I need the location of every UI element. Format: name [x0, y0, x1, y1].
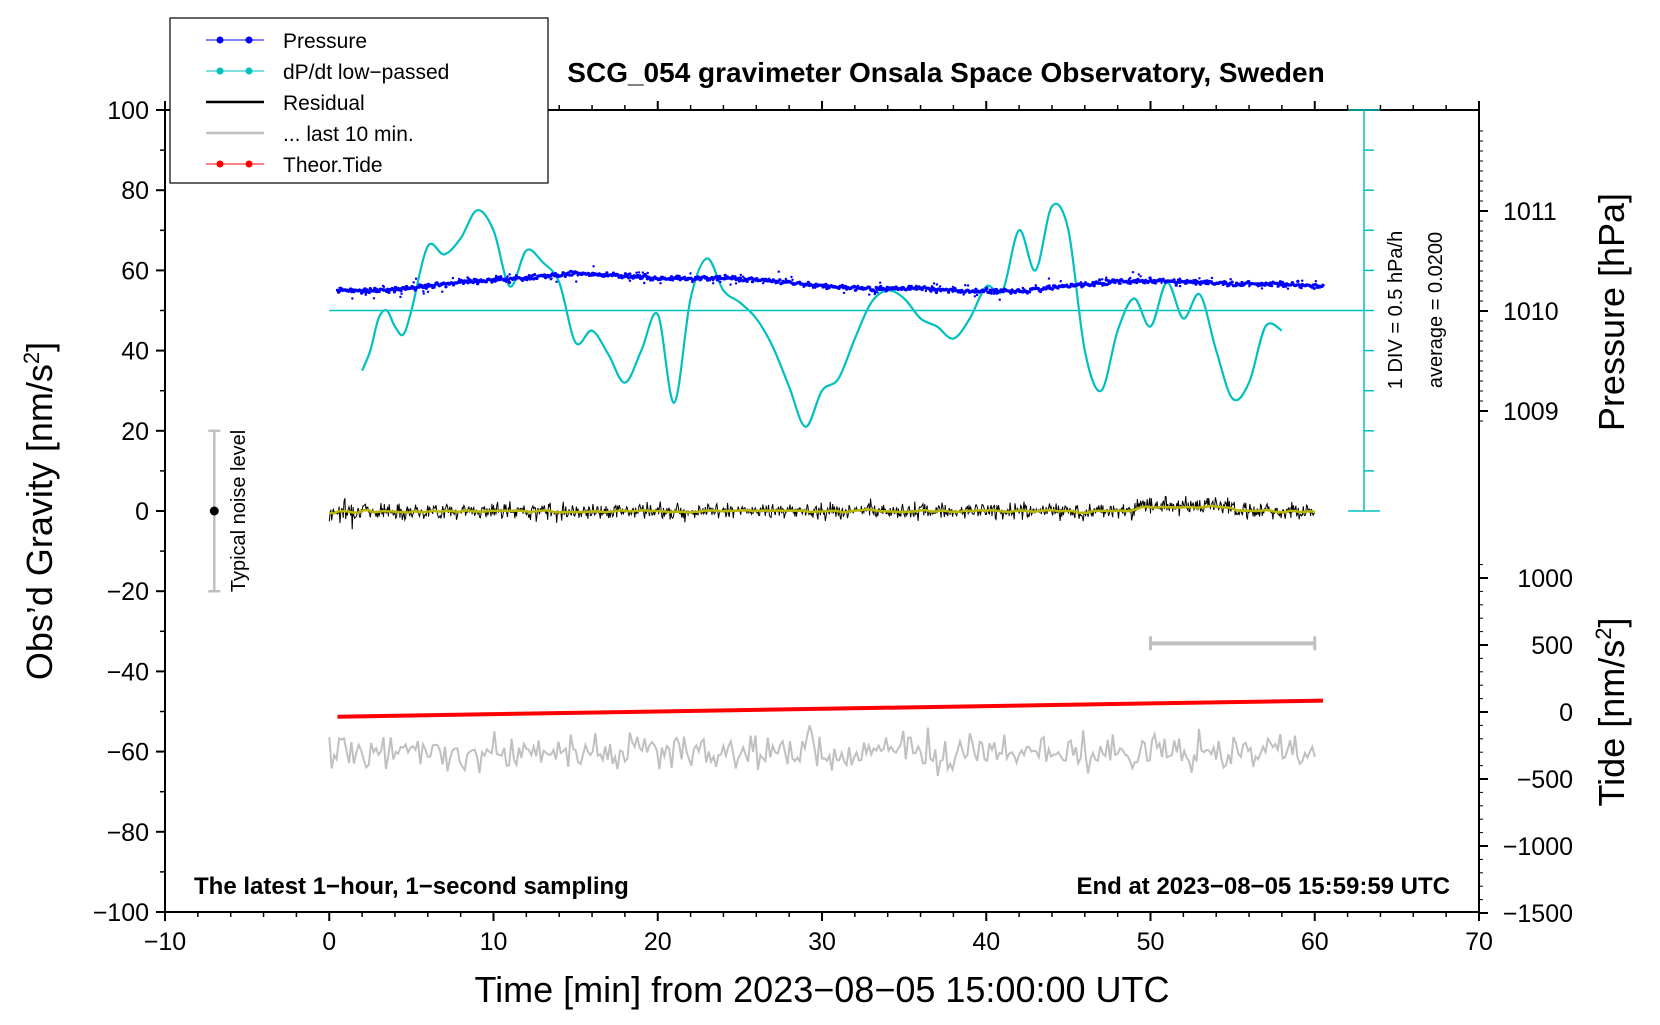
legend-label: ... last 10 min. [283, 123, 414, 146]
y-axis-title-end: ] [19, 342, 60, 352]
y-axis-ticks: −100 −80 −60 −40 −20 0 20 40 60 80 100 [93, 97, 165, 927]
legend-label: dP/dt low−passed [283, 61, 449, 84]
pressure-tick-label: 1009 [1503, 398, 1559, 426]
legend-dot [216, 67, 224, 75]
last-10-min-series [328, 725, 1316, 777]
x-axis-ticks: −10 0 10 20 30 40 50 60 70 [144, 101, 1493, 956]
y-axis-title: Obs’d Gravity [nm/s2] [19, 342, 60, 680]
legend-dot [216, 36, 224, 44]
legend-label: Theor.Tide [283, 154, 383, 177]
legend-dot [216, 160, 224, 168]
x-tick-label: 60 [1301, 928, 1329, 956]
pressure-scatter [338, 265, 1322, 301]
residual-smoothed-series [329, 504, 1315, 515]
tide-axis-title-main: Tide [nm/s [1591, 640, 1632, 807]
y-tick-label: −100 [93, 899, 149, 927]
legend-dot [245, 160, 253, 168]
x-tick-label: 50 [1137, 928, 1165, 956]
y-axis-title-sup: 2 [19, 352, 44, 364]
bottom-right-note: End at 2023−08−05 15:59:59 UTC [1076, 873, 1450, 900]
x-tick-label: 20 [644, 928, 672, 956]
legend-dot [245, 67, 253, 75]
y-tick-label: −80 [107, 819, 149, 847]
tide-axis-title-sup: 2 [1591, 628, 1616, 640]
y-tick-label: −40 [107, 658, 149, 686]
noise-label: Typical noise level [228, 430, 250, 592]
legend-box [169, 17, 549, 184]
y-tick-label: 80 [121, 177, 149, 205]
y-tick-label: 100 [107, 97, 149, 125]
tide-axis-title: Tide [nm/s2] [1591, 618, 1632, 807]
tide-tick-label: −500 [1517, 766, 1573, 794]
legend-label: Pressure [283, 30, 367, 53]
tide-axis-title-end: ] [1591, 618, 1632, 628]
y-tick-label: 20 [121, 418, 149, 446]
tide-line [337, 698, 1323, 719]
pressure-tick-label: 1010 [1503, 298, 1559, 326]
tide-tick-label: −1000 [1503, 833, 1573, 861]
pressure-dots [335, 269, 1325, 295]
chart-title: SCG_054 gravimeter Onsala Space Observat… [567, 57, 1324, 88]
x-tick-label: 10 [480, 928, 508, 956]
y-tick-label: 0 [135, 498, 149, 526]
x-tick-label: 70 [1465, 928, 1493, 956]
dpdt-series [329, 202, 1365, 428]
tide-tick-label: 0 [1559, 699, 1573, 727]
tide-tick-label: −1500 [1503, 900, 1573, 928]
theor-tide-series [337, 698, 1323, 719]
x-tick-label: −10 [144, 928, 186, 956]
dpdt-line [361, 202, 1283, 428]
last-10-min-line [328, 725, 1316, 777]
tide-tick-label: 500 [1531, 632, 1573, 660]
legend: Pressure dP/dt low−passed Residual ... last… [169, 17, 549, 184]
noise-bar-dot [209, 506, 219, 516]
y-axis-title-main: Obs’d Gravity [nm/s [19, 364, 60, 680]
pressure-axis-title: Pressure [hPa] [1591, 193, 1632, 431]
pressure-tick-label: 1011 [1503, 198, 1557, 226]
legend-label: Residual [283, 92, 365, 115]
legend-dot [245, 36, 253, 44]
y-tick-label: −60 [107, 739, 149, 767]
y-tick-label: 40 [121, 338, 149, 366]
typical-noise-bar [208, 429, 221, 593]
x-tick-label: 30 [808, 928, 836, 956]
pressure-axis-ticks: 1009 1010 1011 [1479, 130, 1559, 426]
y-tick-label: −20 [107, 578, 149, 606]
residual-smoothed-line [329, 504, 1315, 515]
y-tick-label: 60 [121, 257, 149, 285]
last-10-min-bar [1149, 636, 1317, 651]
x-tick-label: 40 [972, 928, 1000, 956]
x-tick-label: 0 [322, 928, 336, 956]
pressure-series [335, 265, 1325, 301]
tide-tick-label: 1000 [1517, 565, 1573, 593]
bottom-left-note: The latest 1−hour, 1−second sampling [194, 873, 629, 900]
average-label: average = 0.0200 [1425, 232, 1447, 388]
dpdt-scale-axis [1348, 109, 1381, 512]
x-axis-title: Time [min] from 2023−08−05 15:00:00 UTC [474, 969, 1169, 1010]
div-label: 1 DIV = 0.5 hPa/h [1385, 231, 1407, 389]
tide-axis-ticks: −1500 −1000 −500 0 500 1000 [1479, 564, 1573, 928]
